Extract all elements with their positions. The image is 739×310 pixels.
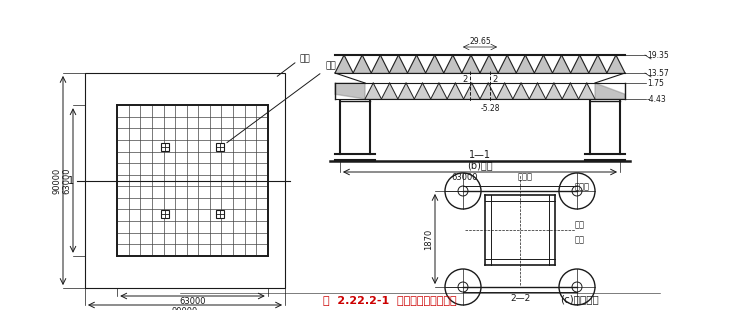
Polygon shape <box>381 83 398 99</box>
Text: 90000: 90000 <box>172 307 198 310</box>
Text: (b)剖面: (b)剖面 <box>467 160 493 170</box>
Polygon shape <box>365 83 381 99</box>
Text: 牛腿: 牛腿 <box>575 236 585 245</box>
Text: 2: 2 <box>463 75 468 84</box>
Polygon shape <box>607 55 625 73</box>
Text: 2: 2 <box>492 75 497 84</box>
Text: 网架: 网架 <box>277 55 311 76</box>
Polygon shape <box>579 83 595 99</box>
Polygon shape <box>513 83 529 99</box>
Text: 63000: 63000 <box>63 167 72 194</box>
Polygon shape <box>398 83 415 99</box>
Polygon shape <box>480 83 497 99</box>
Polygon shape <box>371 55 389 73</box>
Polygon shape <box>463 83 480 99</box>
Polygon shape <box>497 83 513 99</box>
Text: 63000: 63000 <box>180 298 205 307</box>
Text: 1870: 1870 <box>424 228 433 250</box>
Polygon shape <box>562 83 579 99</box>
Text: 导轨板: 导轨板 <box>518 172 533 181</box>
Text: -4.43: -4.43 <box>647 95 667 104</box>
Text: 29.65: 29.65 <box>469 37 491 46</box>
Text: 1.75: 1.75 <box>647 78 664 87</box>
Polygon shape <box>431 83 447 99</box>
Polygon shape <box>335 83 365 99</box>
Polygon shape <box>553 55 571 73</box>
Polygon shape <box>443 55 462 73</box>
Text: 钢柱脚: 钢柱脚 <box>575 183 590 192</box>
Polygon shape <box>415 83 431 99</box>
Polygon shape <box>517 55 534 73</box>
Polygon shape <box>335 55 353 73</box>
Polygon shape <box>529 83 545 99</box>
Polygon shape <box>589 55 607 73</box>
Text: 1—1: 1—1 <box>469 150 491 160</box>
Bar <box>161 144 169 151</box>
Text: 19.35: 19.35 <box>647 51 669 60</box>
Polygon shape <box>407 55 426 73</box>
Bar <box>85 73 285 288</box>
Bar <box>216 144 224 151</box>
Text: 2—2: 2—2 <box>510 294 530 303</box>
Bar <box>216 210 224 218</box>
Text: 13.57: 13.57 <box>647 69 669 78</box>
Polygon shape <box>480 55 498 73</box>
Bar <box>118 105 268 256</box>
Polygon shape <box>498 55 517 73</box>
Text: 1: 1 <box>68 175 74 185</box>
Text: 63000: 63000 <box>452 174 478 183</box>
Text: 图  2.22.2-1  四支点网架整体顶升: 图 2.22.2-1 四支点网架整体顶升 <box>323 295 456 305</box>
Polygon shape <box>353 55 371 73</box>
Polygon shape <box>571 55 589 73</box>
Polygon shape <box>534 55 553 73</box>
Text: 90000: 90000 <box>52 167 61 194</box>
Polygon shape <box>545 83 562 99</box>
Polygon shape <box>426 55 443 73</box>
Text: 柱子: 柱子 <box>227 61 336 143</box>
Text: -5.28: -5.28 <box>480 104 500 113</box>
Polygon shape <box>595 83 625 99</box>
Polygon shape <box>447 83 463 99</box>
Polygon shape <box>462 55 480 73</box>
Bar <box>161 210 169 218</box>
Text: (c)牛腿设置: (c)牛腿设置 <box>560 294 599 304</box>
Text: 腹条: 腹条 <box>575 220 585 229</box>
Polygon shape <box>389 55 407 73</box>
